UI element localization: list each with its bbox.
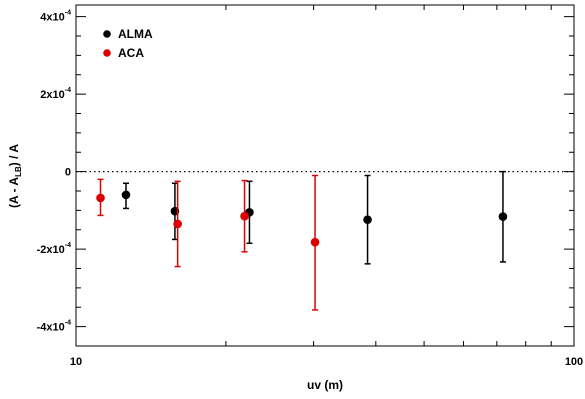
data-point bbox=[96, 193, 105, 203]
y-tick-label: -2x10-4 bbox=[37, 242, 71, 256]
y-axis-label-main: (A - A bbox=[7, 177, 21, 208]
legend-marker bbox=[103, 49, 111, 57]
legend: ALMA ACA bbox=[103, 27, 153, 60]
y-axis-label-subscript: LB bbox=[14, 166, 23, 177]
x-tick-label: 10 bbox=[70, 356, 82, 368]
data-point bbox=[498, 212, 508, 221]
y-tick-label: 0 bbox=[65, 167, 71, 179]
data-point bbox=[173, 219, 182, 229]
y-axis-label-tail: ) / A bbox=[7, 144, 21, 167]
series-layer bbox=[96, 170, 508, 311]
x-axis-label: uv (m) bbox=[307, 378, 343, 392]
legend-label: ALMA bbox=[118, 27, 153, 41]
y-tick-label: 4x10-4 bbox=[40, 10, 71, 24]
data-point bbox=[121, 190, 131, 200]
y-tick-label: -4x10-4 bbox=[37, 320, 71, 334]
legend-marker bbox=[103, 30, 111, 38]
series-aca bbox=[96, 174, 320, 311]
y-axis-ticks: -4x10-4 -2x10-4 0 2x10-4 4x10-4 bbox=[37, 10, 574, 334]
series-alma bbox=[121, 170, 508, 265]
legend-label: ACA bbox=[118, 46, 144, 60]
y-axis-label: (A - ALB) / A bbox=[7, 144, 23, 208]
data-point bbox=[310, 237, 320, 247]
data-point bbox=[240, 211, 249, 221]
x-tick-label: 100 bbox=[565, 356, 583, 368]
plot-frame bbox=[75, 4, 575, 347]
y-tick-label: 2x10-4 bbox=[40, 87, 71, 101]
x-axis-ticks: 10 100 bbox=[70, 5, 583, 368]
data-point bbox=[363, 215, 372, 224]
